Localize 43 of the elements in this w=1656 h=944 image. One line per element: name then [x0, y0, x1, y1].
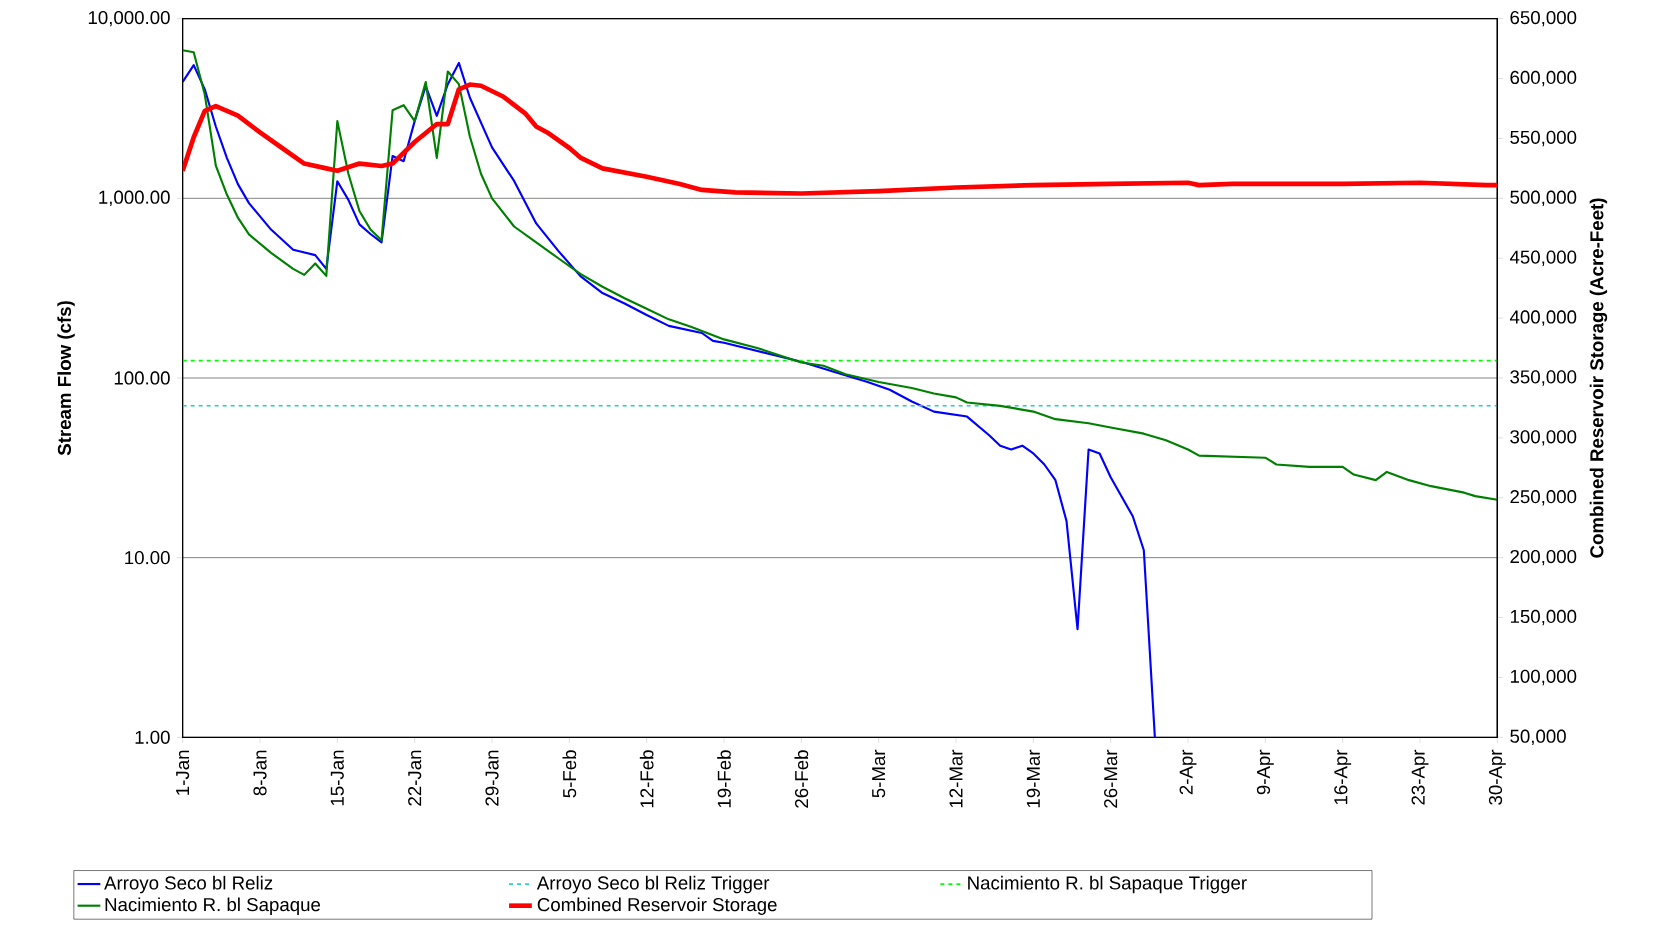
x-tick-label: 26-Feb [794, 750, 809, 808]
x-tick-label: 19-Mar [1026, 749, 1040, 808]
x-tick-label: 19-Feb [717, 750, 731, 808]
y2-tick-label: 200,000 [1510, 549, 1577, 566]
y-axis-title: Stream Flow (cfs) [57, 301, 75, 456]
y-tick-label: 1.00 [135, 730, 170, 744]
y-tick-label: 100.00 [114, 371, 170, 385]
y-tick-label: 1,000.00 [99, 190, 170, 207]
x-tick-label: 8-Jan [253, 750, 267, 796]
y2-tick-label: 600,000 [1510, 70, 1577, 87]
y2-tick-label: 450,000 [1509, 250, 1577, 266]
x-tick-label: 5-Feb [562, 750, 577, 798]
y-tick-label: 10.00 [125, 551, 170, 565]
y2-tick-label: 400,000 [1509, 310, 1577, 326]
y2-tick-label: 500,000 [1510, 190, 1577, 207]
x-tick-label: 1-Jan [176, 750, 190, 795]
y2-tick-label: 250,000 [1510, 490, 1577, 506]
legend-label: Arroyo Seco bl Reliz [104, 875, 273, 894]
x-tick-label: 2-Apr [1179, 749, 1197, 795]
x-tick-label: 30-Apr [1488, 749, 1506, 805]
x-tick-label: 16-Apr [1334, 749, 1352, 805]
y2-tick-label: 50,000 [1510, 729, 1566, 746]
y2-tick-label: 300,000 [1510, 430, 1577, 446]
y2-tick-label: 150,000 [1510, 609, 1577, 626]
x-tick-label: 26-Mar [1104, 749, 1118, 808]
x-tick-label: 15-Jan [330, 750, 344, 806]
y-tick-label: 10,000.00 [88, 10, 170, 27]
y2-tick-label: 350,000 [1510, 370, 1577, 386]
legend-label: Combined Reservoir Storage [537, 897, 777, 915]
y2-axis-title: Combined Reservoir Storage (Acre-Feet) [1589, 198, 1608, 558]
x-tick-label: 22-Jan [408, 750, 422, 806]
x-tick-label: 23-Apr [1411, 749, 1429, 805]
x-tick-label: 5-Mar [872, 749, 886, 798]
y2-tick-label: 100,000 [1510, 669, 1577, 686]
legend-label: Nacimiento R. bl Sapaque [105, 897, 321, 915]
x-tick-label: 12-Mar [949, 749, 963, 808]
x-tick-label: 12-Feb [639, 750, 654, 808]
legend-label: Nacimiento R. bl Sapaque Trigger [968, 875, 1247, 894]
legend-label: Arroyo Seco bl Reliz Trigger [536, 875, 770, 894]
x-tick-label: 9-Apr [1256, 749, 1274, 795]
y2-tick-label: 550,000 [1510, 130, 1577, 147]
y2-tick-label: 650,000 [1510, 10, 1577, 27]
x-tick-label: 29-Jan [485, 750, 499, 806]
